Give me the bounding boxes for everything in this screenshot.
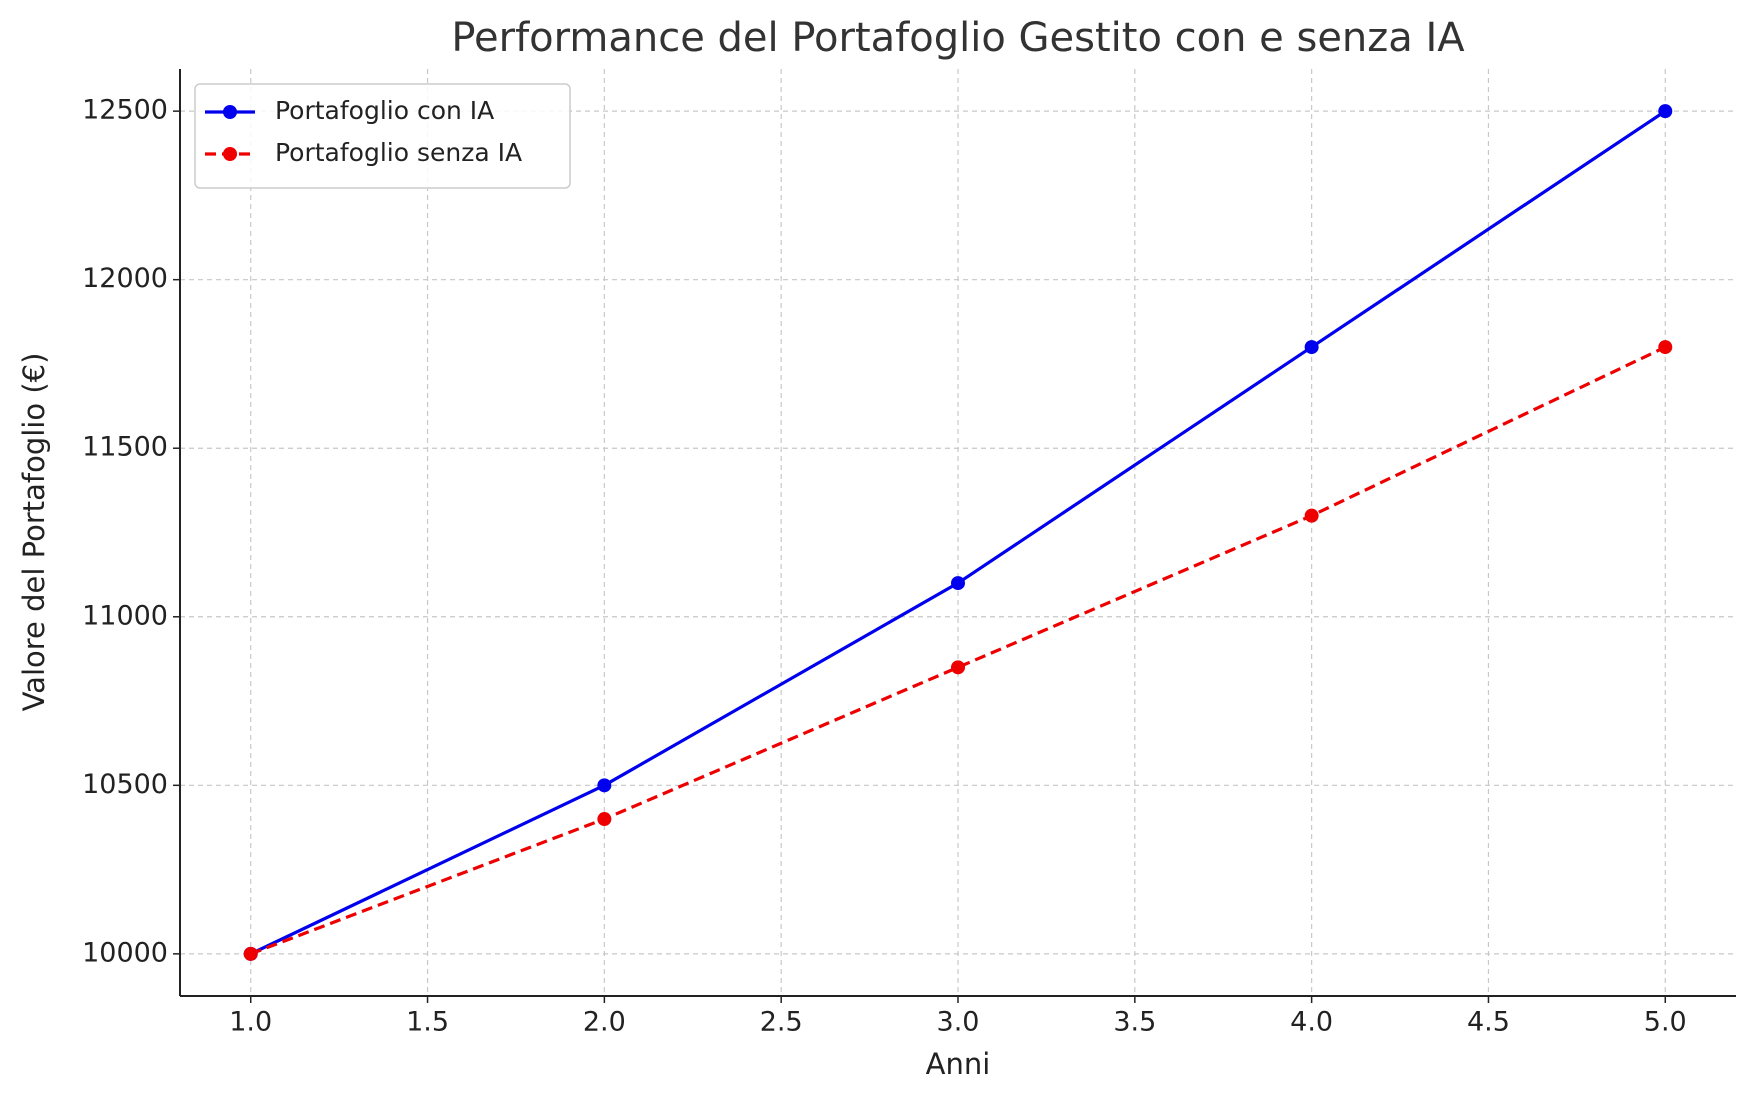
y-axis-label: Valore del Portafoglio (€) (17, 353, 51, 712)
data-point (1658, 340, 1673, 355)
legend: Portafoglio con IA Portafoglio senza IA (194, 83, 571, 189)
legend-marker (223, 147, 237, 161)
y-tick-label: 12000 (82, 263, 168, 294)
x-tick-label: 2.0 (583, 1007, 626, 1038)
x-tick-label: 1.5 (406, 1007, 449, 1038)
x-tick-label: 4.5 (1467, 1007, 1510, 1038)
legend-label: Portafoglio con IA (275, 96, 494, 125)
series-line (250, 345, 1666, 956)
legend-marker (223, 105, 237, 119)
x-tick-label: 1.0 (229, 1007, 272, 1038)
x-tick-label: 3.0 (937, 1007, 980, 1038)
x-axis-label: Anni (926, 1047, 991, 1081)
y-tick-label: 11500 (82, 432, 168, 463)
data-point (1658, 104, 1673, 119)
data-point (597, 812, 612, 827)
y-tick-label: 10500 (82, 769, 168, 800)
data-point (951, 660, 965, 675)
legend-box (194, 83, 571, 189)
x-tick-label: 2.5 (760, 1007, 803, 1038)
y-tick-label: 12500 (82, 95, 168, 126)
data-point (1304, 508, 1319, 523)
data-point (597, 778, 612, 793)
data-point (1304, 340, 1319, 355)
x-tick-label: 3.5 (1113, 1007, 1156, 1038)
y-tick-label: 10000 (82, 937, 168, 968)
legend-label: Portafoglio senza IA (275, 138, 522, 167)
data-point (951, 576, 965, 591)
x-tick-label: 5.0 (1644, 1007, 1687, 1038)
data-point (243, 946, 258, 961)
y-tick-label: 11000 (82, 600, 168, 631)
chart-title: Performance del Portafoglio Gestito con … (451, 15, 1465, 61)
x-tick-label: 4.0 (1290, 1007, 1333, 1038)
